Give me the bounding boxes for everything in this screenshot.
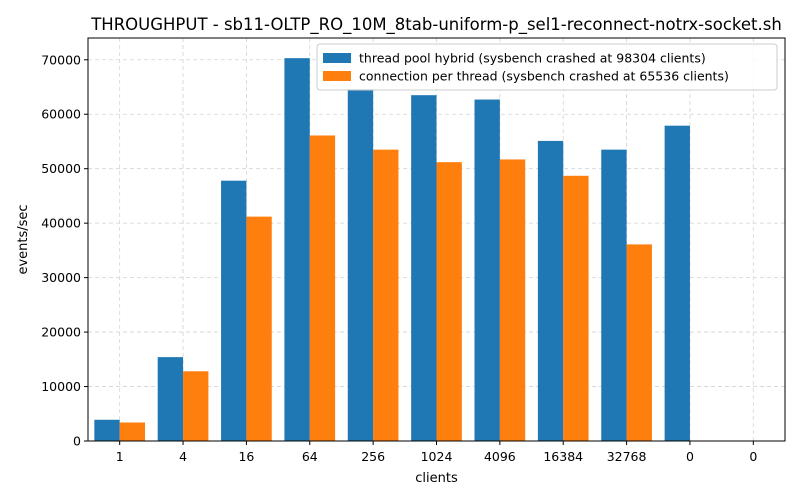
x-axis-label: clients [415, 471, 458, 486]
x-tick-label: 0 [686, 449, 694, 464]
y-tick-label: 20000 [41, 325, 81, 340]
bar-connection-per-thread [309, 135, 336, 442]
legend-label: connection per thread (sysbench crashed … [359, 69, 729, 84]
y-axis-label: events/sec [16, 204, 31, 274]
x-tick-label: 4096 [484, 449, 516, 464]
bar-connection-per-thread [373, 149, 399, 441]
axis-ticks: 0 10000 20000 30000 40000 50000 60000 70000 1 4 16… [41, 52, 757, 464]
x-tick-label: 16384 [543, 449, 583, 464]
bar-thread-pool-hybrid [347, 89, 374, 441]
x-tick-label: 0 [749, 449, 757, 464]
y-tick-label: 50000 [41, 161, 81, 176]
y-tick-label: 70000 [41, 52, 81, 67]
bar-connection-per-thread [183, 371, 209, 441]
x-tick-label: 4 [179, 449, 187, 464]
bar-thread-pool-hybrid [221, 180, 247, 441]
legend-swatch [323, 71, 351, 81]
legend-box [316, 43, 778, 91]
x-tick-label: 1024 [421, 449, 453, 464]
y-tick-label: 60000 [41, 107, 81, 122]
bar-thread-pool-hybrid [601, 149, 627, 441]
legend: thread pool hybrid (sysbench crashed at … [316, 43, 778, 91]
bar-connection-per-thread [563, 175, 589, 442]
y-tick-label: 0 [73, 434, 81, 449]
y-tick-label: 10000 [41, 379, 81, 394]
bar-thread-pool-hybrid [664, 125, 690, 441]
legend-swatch [323, 53, 351, 63]
bar-group [94, 58, 690, 442]
x-tick-label: 32768 [607, 449, 647, 464]
bar-thread-pool-hybrid [284, 58, 310, 442]
bar-thread-pool-hybrid [157, 357, 184, 441]
bar-thread-pool-hybrid [94, 419, 120, 441]
bar-connection-per-thread [119, 422, 146, 441]
bar-connection-per-thread [626, 244, 652, 441]
x-tick-label: 64 [302, 449, 318, 464]
y-tick-label: 30000 [41, 270, 81, 285]
bar-thread-pool-hybrid [537, 140, 564, 441]
chart-title: THROUGHPUT - sb11-OLTP_RO_10M_8tab-unifo… [90, 15, 782, 35]
bar-thread-pool-hybrid [411, 95, 437, 441]
bar-connection-per-thread [246, 216, 272, 441]
x-tick-label: 16 [238, 449, 254, 464]
bar-connection-per-thread [436, 162, 462, 441]
legend-label: thread pool hybrid (sysbench crashed at … [359, 51, 706, 66]
y-tick-label: 40000 [41, 216, 81, 231]
bar-thread-pool-hybrid [474, 99, 500, 442]
x-tick-label: 256 [361, 449, 385, 464]
bar-connection-per-thread [499, 159, 526, 442]
x-tick-label: 1 [116, 449, 124, 464]
